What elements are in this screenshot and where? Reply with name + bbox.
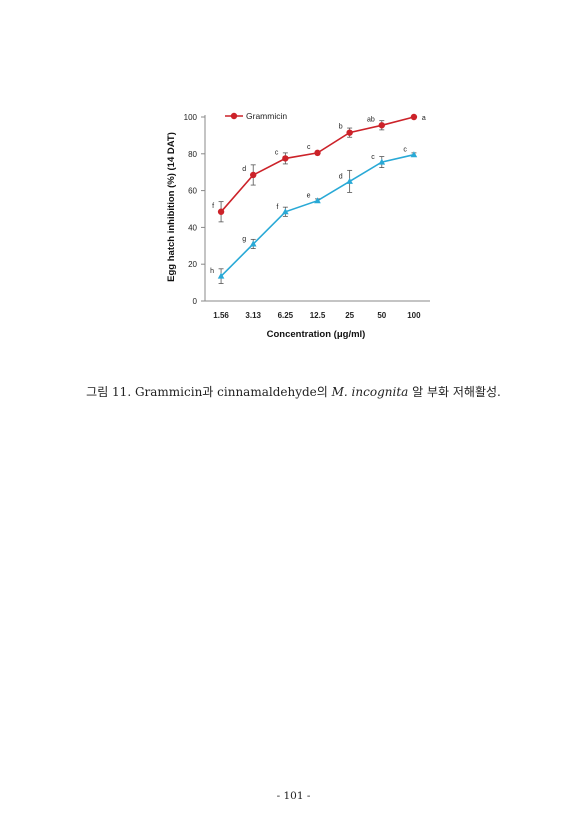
legend-marker xyxy=(230,112,238,120)
plot-area: 0 20 40 60 80 100 1.56 3.13 6.25 12.5 25 50 100 f d c c b… xyxy=(184,111,430,320)
series-1-point xyxy=(410,113,418,121)
figure-caption: 그림 11. Grammicin과 cinnamaldehyde의 M. inc… xyxy=(0,383,587,400)
y-tick-label: 20 xyxy=(188,260,197,269)
chart-svg: Egg hatch inhibition (%) (14 DAT) Concen… xyxy=(166,111,430,340)
series-2-point xyxy=(217,272,225,279)
y-axis-label: Egg hatch inhibition (%) (14 DAT) xyxy=(166,132,177,282)
series-2-significance-letter: f xyxy=(276,204,278,211)
x-tick-label: 3.13 xyxy=(245,311,261,320)
series-1-significance-letter: d xyxy=(242,166,246,173)
y-tick-label: 60 xyxy=(188,187,197,196)
series-1-point xyxy=(282,155,289,162)
x-tick-label: 12.5 xyxy=(310,311,326,320)
caption-suffix: 알 부화 저해활성. xyxy=(408,385,501,399)
series-2-significance-letter: g xyxy=(242,236,246,243)
series-1-significance-letter: f xyxy=(212,203,214,210)
x-tick-label: 6.25 xyxy=(278,311,294,320)
x-tick-label: 50 xyxy=(377,311,386,320)
legend-label: Grammicin xyxy=(246,111,287,121)
x-axis-label: Concentration (μg/ml) xyxy=(267,329,366,340)
series-2-point xyxy=(249,240,257,247)
y-tick-label: 0 xyxy=(193,297,198,306)
series-2-significance-letter: c xyxy=(403,147,407,154)
series-2-significance-letter: h xyxy=(210,268,214,275)
series-1-significance-letter: a xyxy=(422,115,426,122)
caption-prefix: 그림 11. Grammicin과 cinnamaldehyde의 xyxy=(86,385,332,399)
series-2-point xyxy=(378,158,386,165)
x-tick-label: 25 xyxy=(345,311,354,320)
x-tick-label: 100 xyxy=(407,311,421,320)
series-1-point xyxy=(314,149,321,157)
series-1-point xyxy=(217,208,225,215)
series-1-point xyxy=(250,171,257,179)
y-tick-label: 100 xyxy=(184,113,198,122)
series-1-point xyxy=(378,122,385,129)
series-1-point xyxy=(346,129,353,136)
series-1-significance-letter: b xyxy=(339,124,343,131)
series-2-significance-letter: c xyxy=(371,154,375,161)
y-tick-label: 80 xyxy=(188,150,197,159)
series-1-significance-letter: c xyxy=(307,144,311,151)
page-number: - 101 - xyxy=(276,790,311,802)
series-2-point xyxy=(282,208,289,215)
series-1-significance-letter: ab xyxy=(367,116,375,123)
figure-chart: Egg hatch inhibition (%) (14 DAT) Concen… xyxy=(150,100,450,350)
series-2-point xyxy=(410,151,418,158)
x-tick-label: 1.56 xyxy=(213,311,229,320)
series-2-significance-letter: e xyxy=(307,193,311,200)
series-1-significance-letter: c xyxy=(275,149,279,156)
series-2-point xyxy=(314,197,321,204)
series-2-significance-letter: d xyxy=(339,173,343,180)
y-tick-label: 40 xyxy=(188,223,197,232)
caption-species: M. incognita xyxy=(331,385,409,399)
series-2-line xyxy=(220,153,415,277)
series-2-point xyxy=(346,177,353,184)
